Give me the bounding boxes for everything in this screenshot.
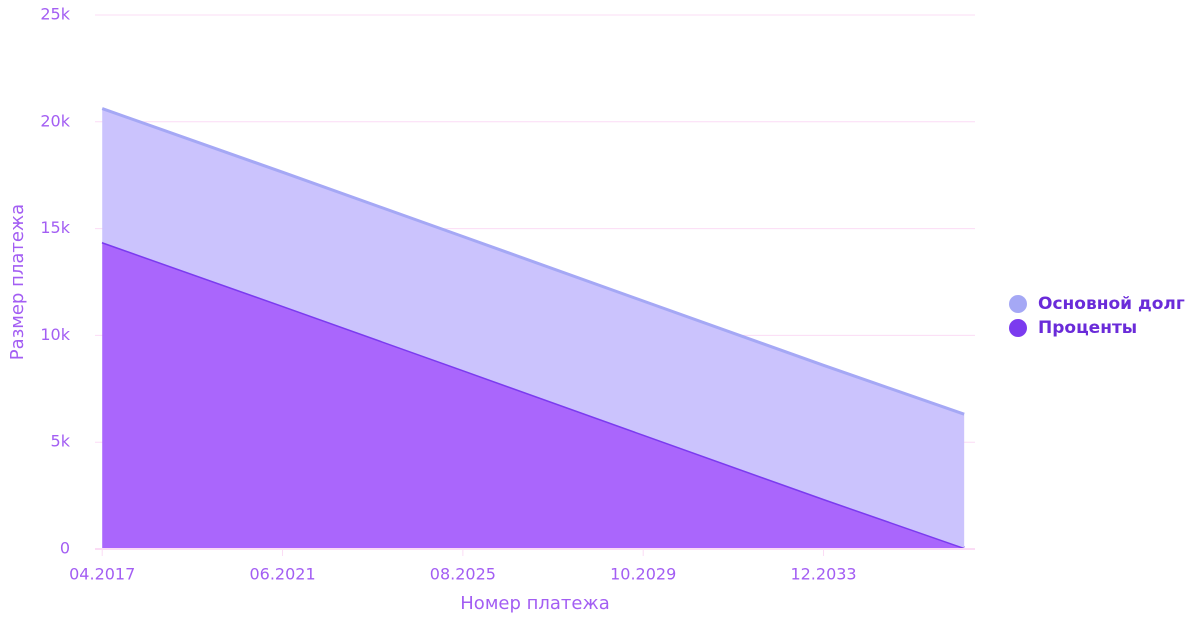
y-tick-label: 10k <box>40 325 70 344</box>
y-tick-label: 20k <box>40 111 70 130</box>
x-axis-title: Номер платежа <box>460 593 609 614</box>
x-tick-label: 06.2021 <box>249 565 315 584</box>
x-tick-label: 04.2017 <box>69 565 135 584</box>
area <box>102 108 965 548</box>
legend-label: Основной долг <box>1038 294 1185 314</box>
x-tick-label: 12.2033 <box>790 565 856 584</box>
x-tick-label: 08.2025 <box>430 565 496 584</box>
line <box>101 107 965 416</box>
legend-label: Проценты <box>1038 318 1137 338</box>
legend-marker <box>1009 295 1027 313</box>
x-tick-label: 10.2029 <box>610 565 676 584</box>
y-tick-label: 25k <box>40 5 70 24</box>
y-tick-label: 15k <box>40 218 70 237</box>
y-axis-title: Размер платежа <box>7 204 28 360</box>
y-tick-label: 0 <box>60 539 70 558</box>
legend-marker <box>1009 319 1027 337</box>
y-tick-label: 5k <box>51 432 71 451</box>
